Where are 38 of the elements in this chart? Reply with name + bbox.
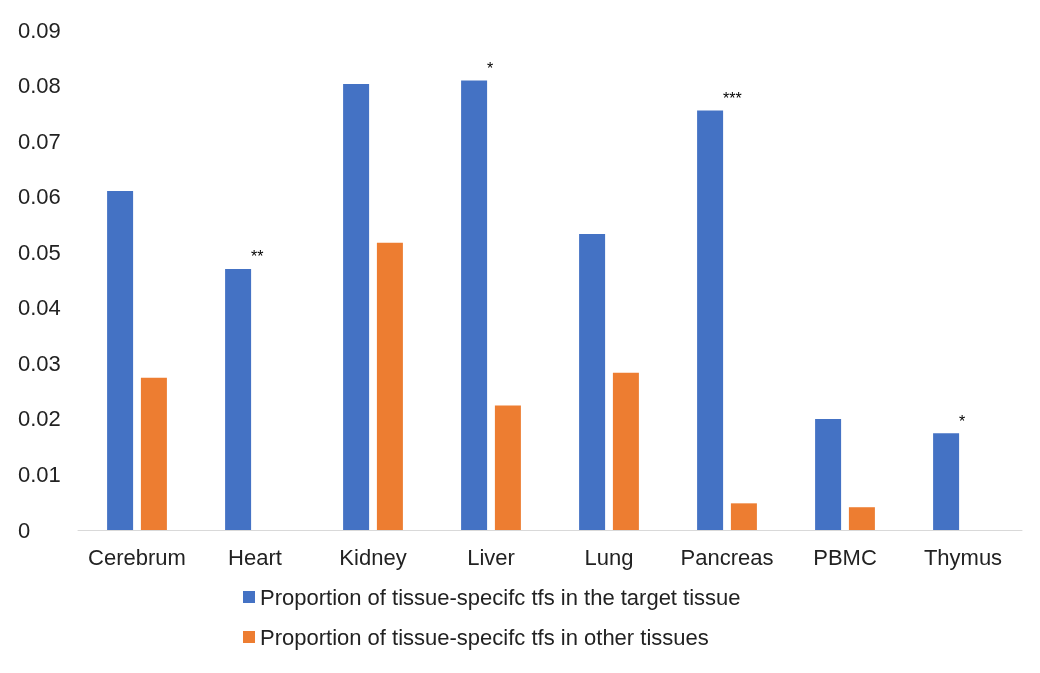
bar — [107, 191, 134, 530]
x-tick-label: Liver — [467, 544, 515, 570]
bar — [225, 268, 252, 530]
y-tick-label: 0.02 — [18, 406, 61, 432]
legend-label: Proportion of tissue-specifc tfs in other tissues — [260, 624, 709, 650]
legend-label: Proportion of tissue-specifc tfs in the target tissue — [260, 584, 741, 610]
bar — [376, 242, 403, 530]
y-tick-label: 0.06 — [18, 184, 61, 210]
bar — [343, 83, 370, 530]
y-tick-label: 0.09 — [18, 17, 61, 43]
x-tick-label: Pancreas — [680, 544, 774, 570]
y-tick-label: 0.08 — [18, 73, 61, 99]
bar — [697, 110, 724, 530]
bar — [140, 377, 167, 530]
x-tick-label: PBMC — [813, 544, 877, 570]
bar — [933, 433, 960, 530]
annotation: * — [487, 60, 494, 78]
x-tick-label: Thymus — [923, 544, 1003, 570]
bar — [461, 80, 488, 530]
y-tick-label: 0.07 — [18, 128, 61, 154]
x-tick-label: Kidney — [339, 544, 407, 570]
y-tick-label: 0.03 — [18, 350, 61, 376]
bar — [848, 507, 875, 530]
x-tick-label: Lung — [584, 544, 634, 570]
bar — [612, 372, 639, 530]
bar — [815, 418, 842, 530]
bar — [494, 405, 521, 530]
annotation: ** — [251, 248, 264, 266]
bar — [730, 503, 757, 530]
x-tick-label: Cerebrum — [88, 544, 186, 570]
annotation: *** — [723, 90, 742, 108]
bar — [579, 233, 606, 530]
y-tick-label: 0.04 — [18, 295, 61, 321]
y-tick-label: 0 — [18, 517, 31, 543]
y-tick-label: 0.01 — [18, 461, 61, 487]
x-tick-label: Heart — [228, 544, 282, 570]
annotation: * — [959, 412, 966, 430]
y-tick-label: 0.05 — [18, 239, 61, 265]
